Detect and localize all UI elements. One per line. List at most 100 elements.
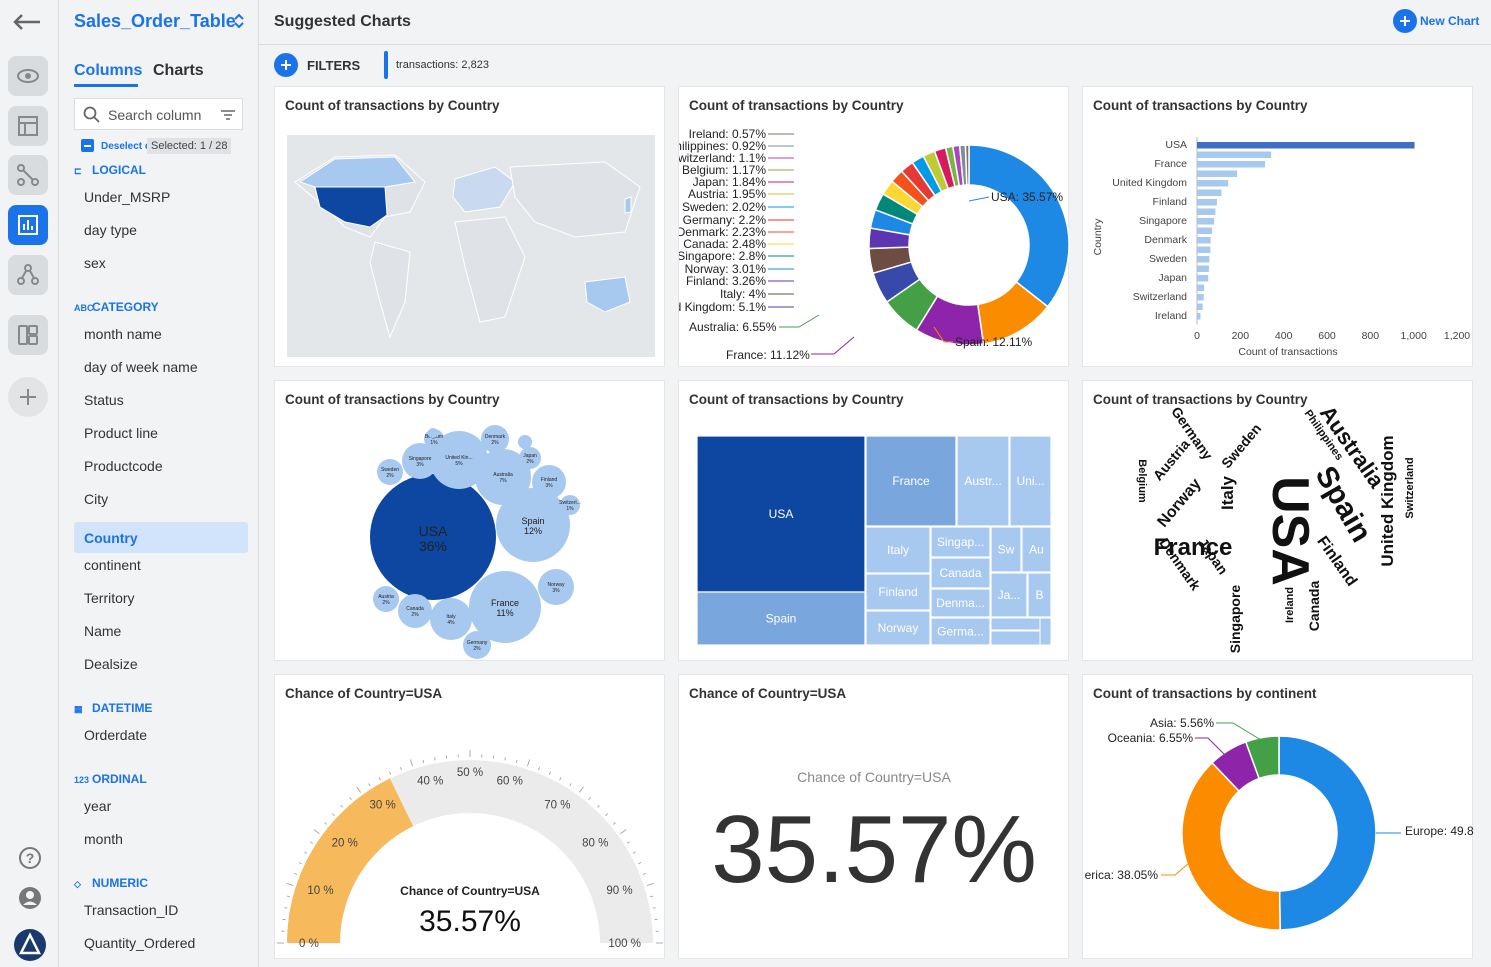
bubble[interactable] [496,488,570,562]
map-chart-card[interactable]: Count of transactions by Country [274,86,665,367]
deselect-cols-button[interactable]: Deselect cols [101,141,165,152]
bar[interactable] [1197,256,1210,263]
treemap-cell[interactable] [1009,435,1052,527]
country-donut-card[interactable]: Count of transactions by Country USA: 35.… [678,86,1070,367]
bubble[interactable] [469,571,541,643]
bubble-chart-card[interactable]: Count of transactions by Country USA 36% Sp… [274,380,665,661]
bubble[interactable] [518,435,532,449]
eye-icon[interactable] [8,56,48,96]
table-name[interactable]: Sales_Order_Table [74,11,236,31]
bar[interactable] [1197,142,1415,149]
donut-slice[interactable] [968,144,1070,308]
bar[interactable] [1197,246,1211,254]
network-icon[interactable] [8,255,48,295]
treemap-cell[interactable] [956,435,1010,527]
bubble[interactable] [398,594,432,628]
treemap-cell[interactable] [865,610,931,646]
donut-slice[interactable] [1278,735,1377,931]
south-america[interactable] [369,241,411,339]
bubble[interactable] [373,586,399,612]
bar[interactable] [1197,265,1209,273]
canada-region[interactable] [298,156,416,188]
treemap-cell[interactable] [1039,617,1052,646]
column-item-city[interactable]: City [84,491,109,507]
column-item-continent[interactable]: continent [84,557,141,573]
column-item-year[interactable]: year [84,798,112,814]
column-item-product-line[interactable]: Product line [84,425,158,441]
donut-slice[interactable] [1181,761,1281,931]
treemap-cell[interactable] [930,557,991,589]
bar[interactable] [1197,161,1266,168]
treemap-cell[interactable] [865,573,931,611]
bubble[interactable] [402,443,438,479]
bubble[interactable] [428,428,438,438]
column-item-sex[interactable]: sex [84,255,106,271]
bar[interactable] [1197,284,1205,292]
bar[interactable] [1197,151,1272,159]
add-icon[interactable] [8,377,48,417]
europe[interactable] [452,166,516,213]
treemap-cell[interactable] [990,572,1028,618]
bar[interactable] [1197,180,1229,187]
column-item-status[interactable]: Status [84,392,124,408]
treemap-cell[interactable] [865,526,931,574]
column-item-dealsize[interactable]: Dealsize [84,656,138,672]
bubble[interactable] [463,631,491,659]
column-item-productcode[interactable]: Productcode [84,458,163,474]
bubble[interactable] [475,449,531,505]
treemap-cell[interactable] [1021,526,1052,573]
treemap-cell[interactable] [930,617,991,646]
donut-slice[interactable] [1244,735,1280,780]
column-item-orderdate[interactable]: Orderdate [84,727,148,743]
filters-label[interactable]: FILTERS [307,58,361,73]
column-item-month[interactable]: month [84,831,123,847]
column-item-day-type[interactable]: day type [84,222,137,238]
wordcloud-card[interactable]: Count of transactions by Country USA Spain… [1082,380,1473,661]
donut-slice[interactable] [964,144,970,186]
flow-icon[interactable] [8,155,48,195]
filter-list-icon[interactable] [221,108,235,126]
bubble[interactable] [481,425,509,453]
treemap-cell[interactable] [696,591,866,646]
japan[interactable] [624,196,632,214]
africa[interactable] [454,216,526,323]
treemap-cell[interactable] [930,526,991,558]
bar[interactable] [1197,313,1201,320]
gauge-card[interactable]: Chance of Country=USA 0 % 10 % 20 % 30 % 40 %… [274,674,665,959]
dashboard-icon[interactable] [8,315,48,355]
add-filter-icon[interactable] [274,53,298,77]
tab-columns[interactable]: Columns [74,62,143,79]
column-item-under-msrp[interactable]: Under_MSRP [84,189,171,205]
bar[interactable] [1197,170,1238,178]
back-arrow-icon[interactable] [12,10,42,34]
bar[interactable] [1197,303,1203,311]
bubble[interactable] [377,459,403,485]
treemap-cell[interactable] [930,588,991,618]
bar[interactable] [1197,189,1222,197]
bubble[interactable] [430,431,488,489]
country-bar-card[interactable]: Count of transactions by Country USA Franc… [1082,86,1473,367]
bubble[interactable] [430,598,472,640]
bar[interactable] [1197,199,1217,206]
column-item-name[interactable]: Name [84,623,122,639]
help-icon[interactable]: ? [18,846,42,875]
bubble[interactable] [560,495,580,515]
treemap-cell[interactable] [696,435,866,593]
chevron-updown-icon[interactable] [233,12,245,35]
bar[interactable] [1197,218,1215,225]
bubble[interactable] [519,447,541,469]
search-input[interactable]: Search column [74,98,243,130]
deselect-checkbox-icon[interactable] [81,139,94,152]
column-item-transaction-id[interactable]: Transaction_ID [84,902,179,918]
treemap-cell[interactable] [865,435,957,527]
treemap-card[interactable]: Count of transactions by Country USA Spain… [678,380,1069,661]
tab-charts[interactable]: Charts [153,62,204,79]
column-item-territory[interactable]: Territory [84,590,135,606]
bar[interactable] [1197,237,1211,244]
bar[interactable] [1197,227,1213,235]
kpi-card[interactable]: Chance of Country=USA Chance of Country=U… [678,674,1069,959]
continent-donut-card[interactable]: Count of transactions by continent Europe… [1082,674,1474,959]
treemap-cell[interactable] [1027,572,1052,618]
treemap-cell[interactable] [990,526,1022,573]
bubble[interactable] [532,465,566,499]
